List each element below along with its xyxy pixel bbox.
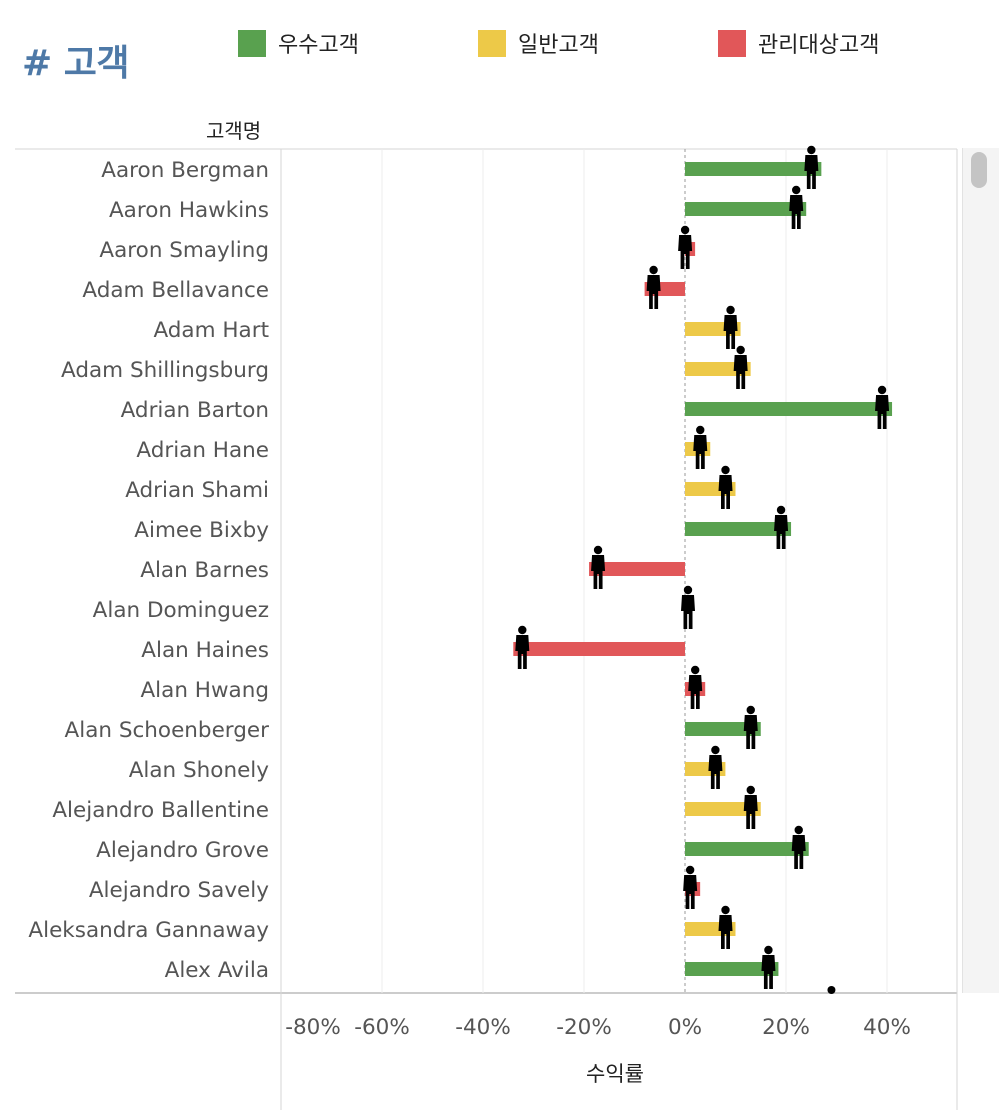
bar-aimee-bixby <box>685 522 792 536</box>
clipped-row-marker <box>827 986 836 994</box>
vertical-scrollbar[interactable] <box>962 148 999 993</box>
legend-item-general[interactable]: 일반고객 <box>478 28 599 58</box>
row-label: Adrian Hane <box>136 438 269 463</box>
legend-swatch-excellent <box>238 29 266 57</box>
row-label: Aimee Bixby <box>134 518 269 543</box>
person-icon <box>708 745 723 789</box>
legend-swatch-general <box>478 29 506 57</box>
chart-frame <box>15 148 958 1110</box>
person-icon <box>827 986 836 994</box>
bar-aaron-bergman <box>685 162 822 176</box>
person-icon <box>688 665 703 709</box>
x-ticks-group: -80% -60% -40% -20% 0% 20% 40% <box>285 1015 911 1040</box>
person-icon <box>718 905 733 949</box>
legend-swatch-managed <box>718 29 746 57</box>
legend-label-excellent: 우수고객 <box>278 33 359 58</box>
x-tick-label: 40% <box>863 1015 911 1040</box>
person-icon <box>515 625 530 669</box>
page-title: # 고객 <box>22 43 129 84</box>
bar-alan-haines <box>513 642 685 656</box>
row-label: Alan Haines <box>141 638 269 663</box>
person-icon <box>791 825 806 869</box>
row-label: Adam Shillingsburg <box>61 358 269 383</box>
x-tick-label: -60% <box>354 1015 410 1040</box>
row-label: Aaron Smayling <box>99 238 269 263</box>
bar-alex-avila <box>685 962 779 976</box>
row-label: Aaron Bergman <box>101 158 269 183</box>
x-tick-label: -80% <box>285 1015 341 1040</box>
x-tick-label: 0% <box>668 1015 702 1040</box>
person-icon <box>723 305 738 349</box>
row-label: Alejandro Ballentine <box>52 798 269 823</box>
x-axis-title: 수익률 <box>586 1062 644 1086</box>
person-icon <box>789 185 804 229</box>
person-icon <box>743 705 758 749</box>
row-label: Alan Hwang <box>140 678 269 703</box>
legend-label-general: 일반고객 <box>518 33 599 58</box>
row-label: Aleksandra Gannaway <box>28 918 269 943</box>
person-icon <box>646 265 661 309</box>
row-label: Alan Shonely <box>129 758 270 783</box>
bar-adrian-barton <box>685 402 893 416</box>
person-icon <box>681 585 695 629</box>
legend-item-excellent[interactable]: 우수고객 <box>238 28 359 58</box>
row-label: Alan Barnes <box>140 558 269 583</box>
row-labels-group: Aaron Bergman Aaron Hawkins Aaron Smayling… <box>28 158 269 983</box>
person-icon <box>761 945 776 989</box>
row-label: Alejandro Grove <box>96 838 269 863</box>
person-icon <box>733 345 748 389</box>
person-icon <box>683 865 698 909</box>
bars-group <box>513 145 893 994</box>
x-tick-label: -20% <box>556 1015 612 1040</box>
person-icon <box>718 465 733 509</box>
bar-alejandro-ballentine <box>685 802 761 816</box>
bar-aaron-hawkins <box>685 202 807 216</box>
person-icon <box>804 145 819 189</box>
x-tick-label: -40% <box>455 1015 511 1040</box>
bar-alejandro-grove <box>685 842 809 856</box>
scrollbar-thumb[interactable] <box>971 152 987 188</box>
row-label: Adrian Shami <box>125 478 269 503</box>
person-icon <box>743 785 758 829</box>
legend-label-managed: 관리대상고객 <box>758 33 880 58</box>
person-icon <box>693 425 708 469</box>
row-label: Alejandro Savely <box>89 878 269 903</box>
row-label: Alan Dominguez <box>93 598 269 623</box>
person-icon <box>591 545 606 589</box>
row-label: Adam Bellavance <box>82 278 269 303</box>
row-label: Adam Hart <box>153 318 269 343</box>
row-header: 고객명 <box>206 119 262 143</box>
row-label: Aaron Hawkins <box>109 198 269 223</box>
row-label: Alan Schoenberger <box>65 718 270 743</box>
row-label: Alex Avila <box>165 958 269 983</box>
person-icon <box>678 225 693 269</box>
x-tick-label: 20% <box>762 1015 810 1040</box>
bar-alan-barnes <box>589 562 685 576</box>
legend-item-managed[interactable]: 관리대상고객 <box>718 28 879 58</box>
row-label: Adrian Barton <box>121 398 269 423</box>
bar-alan-schoenberger <box>685 722 761 736</box>
